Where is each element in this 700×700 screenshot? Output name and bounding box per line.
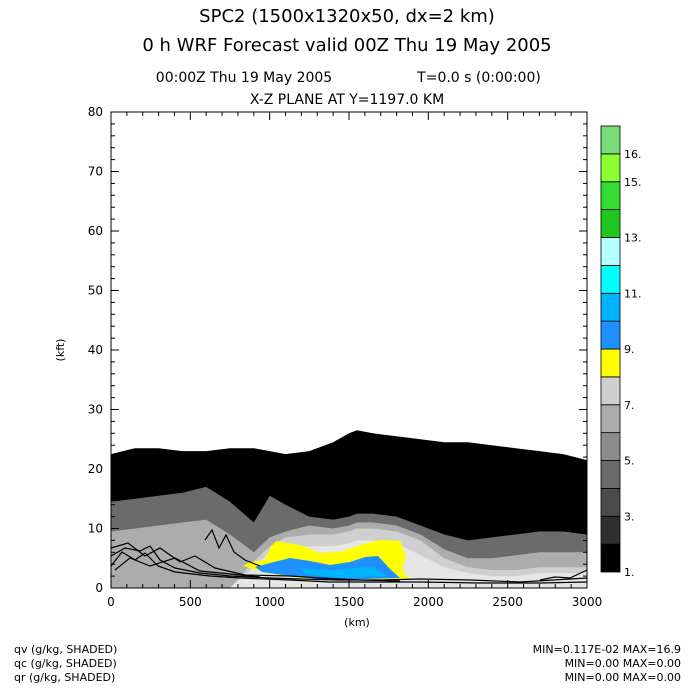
colorbar-swatch	[600, 292, 621, 322]
footer-stats-qr: MIN=0.00 MAX=0.00	[565, 671, 681, 684]
colorbar-label: 7.	[624, 399, 635, 412]
surface-contour-lines	[110, 528, 588, 584]
colorbar-swatch	[600, 515, 621, 545]
x-axis: 0 500 1000 1500 2000 2500 3000	[107, 112, 602, 609]
cloud-features	[110, 528, 588, 584]
y-axis: 0 10 20 30 40 50 60 70 80	[88, 105, 587, 595]
integration-time: T=0.0 s (0:00:00)	[416, 70, 541, 86]
colorbar-swatch	[600, 348, 621, 378]
x-axis-label: (km)	[344, 616, 370, 629]
colorbar-swatch	[600, 376, 621, 406]
colorbar-label: 13.	[624, 232, 642, 245]
colorbar-swatch	[600, 153, 621, 183]
y-tick-label: 60	[88, 224, 103, 238]
y-tick-label: 10	[88, 522, 103, 536]
colorbar-swatch	[600, 460, 621, 489]
x-tick-label: 1000	[254, 595, 285, 609]
colorbar-label: 9.	[624, 343, 635, 356]
colorbar-swatch	[600, 125, 621, 155]
colorbar-swatch	[600, 181, 621, 211]
qv-level-10-region	[300, 567, 388, 578]
x-tick-label: 0	[107, 595, 115, 609]
y-tick-label: 0	[95, 581, 103, 595]
x-tick-label: 1500	[334, 595, 365, 609]
y-tick-label: 30	[88, 403, 103, 417]
title-line2: 0 h WRF Forecast valid 00Z Thu 19 May 20…	[142, 35, 551, 56]
y-tick-label: 70	[88, 165, 103, 179]
colorbar-label: 5.	[624, 455, 635, 468]
colorbar-label: 3.	[624, 510, 635, 523]
colorbar-label: 1.	[624, 566, 635, 579]
colorbar-swatch	[600, 237, 621, 266]
colorbar-swatch	[600, 543, 621, 573]
colorbar: 1. 3. 5. 7. 9. 11. 13. 15. 16.	[600, 125, 642, 579]
y-tick-label: 40	[88, 343, 103, 357]
y-tick-label: 50	[88, 284, 103, 298]
plot-area: 0 10 20 30 40 50 60 70 80 0 500 1000 1500 2000 2500 30…	[88, 105, 603, 609]
title-line1: SPC2 (1500x1320x50, dx=2 km)	[199, 6, 495, 27]
footer-stats-qv: MIN=0.117E-02 MAX=16.9	[533, 643, 681, 656]
colorbar-label: 16.	[624, 148, 642, 161]
colorbar-swatch	[600, 209, 621, 238]
footer-field-qc: qc (g/kg, SHADED)	[14, 657, 117, 670]
colorbar-label: 11.	[624, 287, 642, 300]
plane-label: X-Z PLANE AT Y=1197.0 KM	[250, 92, 444, 108]
x-tick-label: 2000	[413, 595, 444, 609]
colorbar-swatch	[600, 404, 621, 434]
footer-stats-qc: MIN=0.00 MAX=0.00	[565, 657, 681, 670]
time-info: 00:00Z Thu 19 May 2005	[156, 70, 332, 86]
y-tick-label: 80	[88, 105, 103, 119]
x-tick-label: 500	[179, 595, 202, 609]
colorbar-swatch	[600, 432, 621, 461]
y-axis-label: (kft)	[54, 339, 67, 362]
colorbar-swatch	[600, 320, 621, 350]
footer-field-qv: qv (g/kg, SHADED)	[14, 643, 117, 656]
x-tick-label: 3000	[572, 595, 603, 609]
y-tick-label: 20	[88, 462, 103, 476]
colorbar-label: 15.	[624, 176, 642, 189]
colorbar-swatch	[600, 487, 621, 517]
footer-field-qr: qr (g/kg, SHADED)	[14, 671, 115, 684]
colorbar-swatch	[600, 264, 621, 294]
x-tick-label: 2500	[492, 595, 523, 609]
